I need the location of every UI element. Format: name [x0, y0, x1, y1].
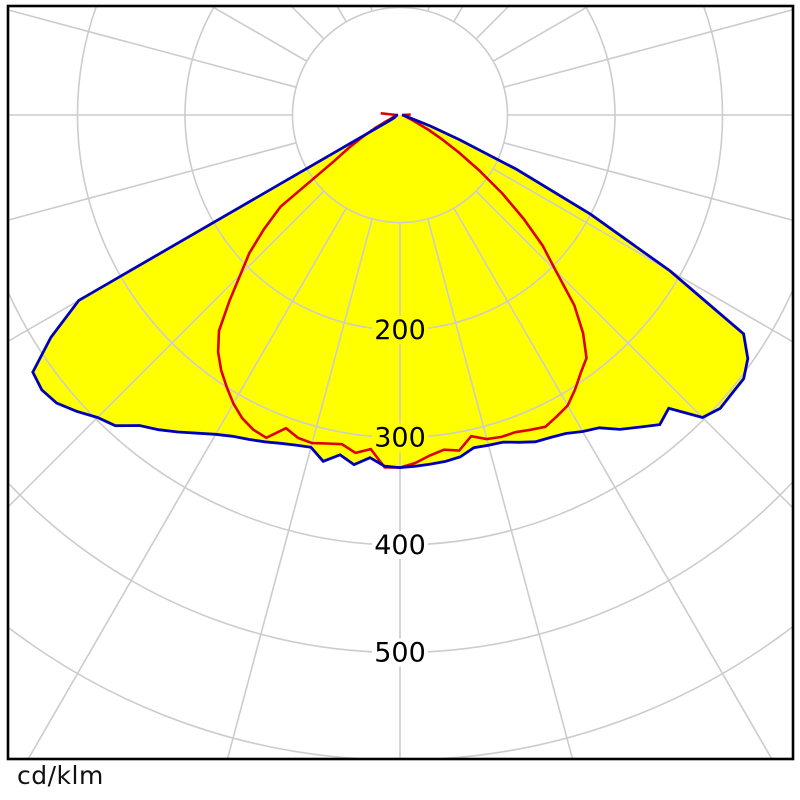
ring-label: 500	[374, 638, 426, 669]
plot-border	[6, 4, 795, 761]
grid-spoke	[211, 7, 308, 62]
ring-label-mask	[372, 316, 428, 344]
grid-spoke	[492, 168, 792, 343]
unit-label: cd/klm	[17, 761, 104, 790]
grid-spoke	[492, 7, 589, 62]
grid-spoke	[427, 218, 574, 758]
ring-label: 200	[374, 315, 426, 346]
ring-labels: 200 300 400 500	[372, 315, 428, 669]
ring-label: 300	[374, 423, 426, 454]
intensity-fill	[32, 115, 748, 468]
ring-label-mask	[372, 531, 428, 559]
c0-c180-curve	[31, 113, 750, 470]
ring-label: 400	[374, 530, 426, 561]
grid-spoke	[9, 9, 297, 88]
grid-spoke	[9, 190, 325, 508]
grid-spoke	[336, 7, 347, 23]
grid-spoke	[9, 142, 297, 221]
grid-spoke	[475, 190, 792, 509]
grid-spoke	[503, 9, 792, 88]
grid-spoke	[453, 7, 464, 23]
grid-spoke	[503, 142, 792, 221]
ring-label-mask	[372, 638, 428, 667]
ring-label-mask	[372, 423, 428, 452]
grid-spoke	[226, 218, 373, 758]
grid-spoke	[453, 207, 773, 758]
grid-spoke	[27, 207, 347, 758]
